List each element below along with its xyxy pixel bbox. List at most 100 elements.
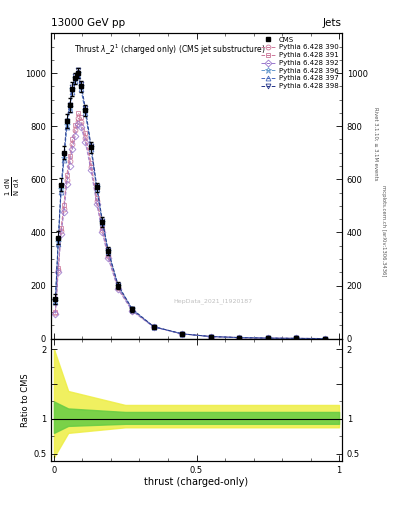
Pythia 6.428 396 bbox=[83, 107, 88, 113]
Pythia 6.428 398 bbox=[100, 218, 105, 224]
Pythia 6.428 390 bbox=[76, 115, 81, 121]
Pythia 6.428 391 bbox=[94, 195, 99, 201]
Pythia 6.428 392 bbox=[322, 335, 327, 342]
Pythia 6.428 391 bbox=[322, 335, 327, 342]
Pythia 6.428 398 bbox=[265, 335, 270, 341]
Pythia 6.428 397 bbox=[294, 335, 299, 342]
Pythia 6.428 391 bbox=[237, 334, 242, 340]
Pythia 6.428 392 bbox=[62, 209, 66, 216]
Pythia 6.428 396 bbox=[53, 298, 58, 304]
Pythia 6.428 391 bbox=[208, 333, 213, 339]
Pythia 6.428 391 bbox=[76, 110, 81, 116]
Pythia 6.428 390 bbox=[130, 308, 135, 314]
Pythia 6.428 390 bbox=[208, 333, 213, 339]
Line: Pythia 6.428 398: Pythia 6.428 398 bbox=[53, 68, 327, 341]
Pythia 6.428 398 bbox=[294, 335, 299, 342]
Pythia 6.428 390 bbox=[94, 198, 99, 204]
Pythia 6.428 396 bbox=[130, 306, 135, 312]
Pythia 6.428 397 bbox=[151, 324, 156, 330]
Pythia 6.428 390 bbox=[70, 141, 75, 147]
Line: Pythia 6.428 396: Pythia 6.428 396 bbox=[52, 70, 328, 342]
Pythia 6.428 392 bbox=[79, 124, 83, 130]
Pythia 6.428 397 bbox=[130, 307, 135, 313]
Pythia 6.428 397 bbox=[94, 186, 99, 192]
Pythia 6.428 397 bbox=[67, 106, 72, 113]
Pythia 6.428 397 bbox=[79, 86, 83, 92]
Pythia 6.428 392 bbox=[106, 255, 110, 261]
Pythia 6.428 397 bbox=[83, 110, 88, 116]
Pythia 6.428 397 bbox=[56, 241, 61, 247]
Pythia 6.428 398 bbox=[64, 118, 69, 124]
Pythia 6.428 390 bbox=[79, 119, 83, 125]
Pythia 6.428 396 bbox=[116, 283, 120, 289]
Pythia 6.428 396 bbox=[64, 122, 69, 129]
Pythia 6.428 398 bbox=[73, 73, 78, 79]
Pythia 6.428 390 bbox=[106, 253, 110, 260]
Pythia 6.428 392 bbox=[56, 269, 61, 275]
Y-axis label: $\frac{1}{\mathrm{N}}\,\frac{\mathrm{d}\mathrm{N}}{\mathrm{d}\lambda}$: $\frac{1}{\mathrm{N}}\,\frac{\mathrm{d}\… bbox=[4, 176, 22, 196]
Pythia 6.428 397 bbox=[106, 249, 110, 255]
Text: Jets: Jets bbox=[323, 18, 342, 28]
Pythia 6.428 390 bbox=[62, 205, 66, 211]
Pythia 6.428 390 bbox=[322, 335, 327, 342]
Pythia 6.428 390 bbox=[56, 267, 61, 273]
Pythia 6.428 391 bbox=[64, 172, 69, 178]
Pythia 6.428 398 bbox=[180, 331, 185, 337]
Pythia 6.428 397 bbox=[59, 189, 63, 196]
Pythia 6.428 398 bbox=[76, 68, 81, 74]
Pythia 6.428 392 bbox=[94, 201, 99, 207]
Pythia 6.428 396 bbox=[180, 331, 185, 337]
Pythia 6.428 390 bbox=[151, 324, 156, 330]
Y-axis label: Ratio to CMS: Ratio to CMS bbox=[21, 373, 30, 426]
Pythia 6.428 392 bbox=[151, 324, 156, 330]
Pythia 6.428 397 bbox=[100, 220, 105, 226]
Pythia 6.428 391 bbox=[62, 202, 66, 208]
Pythia 6.428 391 bbox=[56, 265, 61, 271]
Pythia 6.428 390 bbox=[237, 334, 242, 340]
Pythia 6.428 397 bbox=[208, 333, 213, 339]
Pythia 6.428 398 bbox=[237, 334, 242, 340]
Pythia 6.428 397 bbox=[70, 89, 75, 95]
Pythia 6.428 397 bbox=[322, 335, 327, 342]
Pythia 6.428 391 bbox=[100, 225, 105, 231]
Pythia 6.428 398 bbox=[70, 83, 75, 90]
Text: Thrust $\lambda\_2^1$ (charged only) (CMS jet substructure): Thrust $\lambda\_2^1$ (charged only) (CM… bbox=[74, 42, 266, 57]
Pythia 6.428 390 bbox=[73, 127, 78, 134]
Pythia 6.428 391 bbox=[180, 331, 185, 337]
Pythia 6.428 391 bbox=[294, 335, 299, 342]
Pythia 6.428 391 bbox=[130, 307, 135, 313]
Pythia 6.428 397 bbox=[62, 157, 66, 163]
Pythia 6.428 397 bbox=[89, 146, 94, 153]
Pythia 6.428 396 bbox=[79, 83, 83, 90]
Pythia 6.428 390 bbox=[89, 163, 94, 169]
Pythia 6.428 390 bbox=[265, 335, 270, 341]
Legend: CMS, Pythia 6.428 390, Pythia 6.428 391, Pythia 6.428 392, Pythia 6.428 396, Pyt: CMS, Pythia 6.428 390, Pythia 6.428 391,… bbox=[259, 35, 340, 91]
Pythia 6.428 392 bbox=[130, 308, 135, 314]
Pythia 6.428 398 bbox=[208, 333, 213, 339]
Text: 13000 GeV pp: 13000 GeV pp bbox=[51, 18, 125, 28]
Pythia 6.428 398 bbox=[89, 142, 94, 148]
Pythia 6.428 391 bbox=[116, 284, 120, 290]
Pythia 6.428 396 bbox=[294, 335, 299, 342]
Pythia 6.428 390 bbox=[100, 227, 105, 233]
Pythia 6.428 391 bbox=[59, 225, 63, 231]
Pythia 6.428 398 bbox=[62, 152, 66, 158]
Pythia 6.428 396 bbox=[76, 70, 81, 76]
X-axis label: thrust (charged-only): thrust (charged-only) bbox=[145, 477, 248, 487]
Pythia 6.428 392 bbox=[53, 310, 58, 316]
Pythia 6.428 391 bbox=[83, 130, 88, 136]
Pythia 6.428 396 bbox=[322, 335, 327, 342]
Pythia 6.428 391 bbox=[73, 122, 78, 129]
Pythia 6.428 396 bbox=[237, 334, 242, 340]
Pythia 6.428 397 bbox=[76, 73, 81, 79]
Line: Pythia 6.428 397: Pythia 6.428 397 bbox=[53, 73, 327, 341]
Pythia 6.428 392 bbox=[89, 167, 94, 174]
Pythia 6.428 396 bbox=[62, 155, 66, 161]
Pythia 6.428 390 bbox=[53, 310, 58, 316]
Line: Pythia 6.428 391: Pythia 6.428 391 bbox=[53, 111, 327, 341]
Pythia 6.428 398 bbox=[59, 183, 63, 189]
Pythia 6.428 396 bbox=[59, 186, 63, 193]
Line: Pythia 6.428 390: Pythia 6.428 390 bbox=[53, 116, 327, 341]
Pythia 6.428 391 bbox=[70, 136, 75, 142]
Pythia 6.428 391 bbox=[67, 153, 72, 159]
